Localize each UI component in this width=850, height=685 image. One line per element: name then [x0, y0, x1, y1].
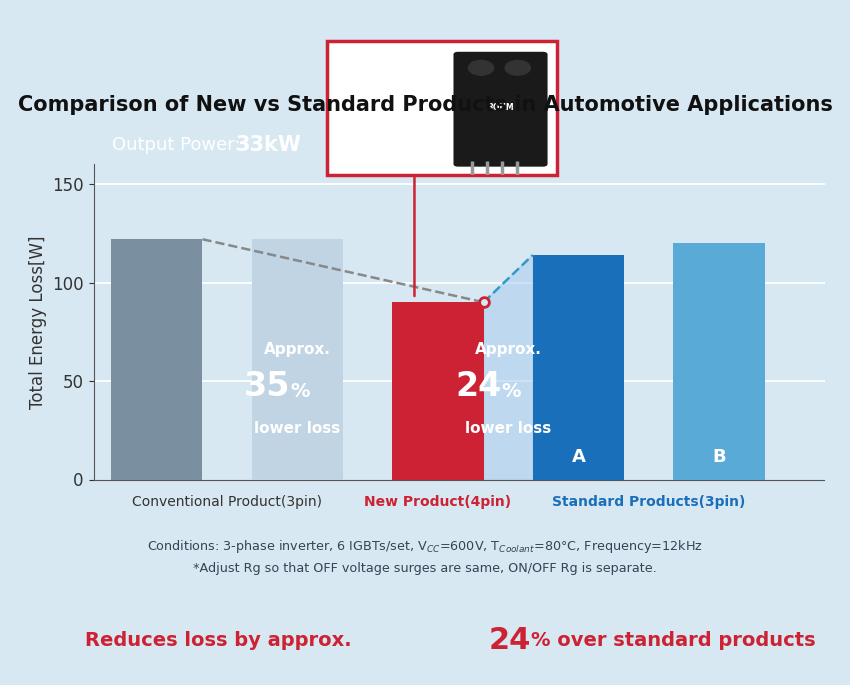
Text: Conditions: 3-phase inverter, 6 IGBTs/set, V$_{CC}$=600V, T$_{Coolant}$=80°C, Fr: Conditions: 3-phase inverter, 6 IGBTs/se…: [147, 538, 703, 555]
Text: lower loss: lower loss: [254, 421, 341, 436]
Text: TO-247-4L: TO-247-4L: [343, 101, 440, 119]
Text: New Product(4pin): New Product(4pin): [365, 495, 512, 508]
Circle shape: [468, 60, 494, 75]
Text: Output Power:: Output Power:: [112, 136, 246, 154]
Text: Approx.: Approx.: [475, 342, 541, 358]
Text: ROHM: ROHM: [487, 103, 514, 112]
Text: lower loss: lower loss: [465, 421, 552, 436]
Text: 24: 24: [455, 370, 501, 403]
Text: (4pin): (4pin): [343, 134, 400, 153]
Text: %: %: [291, 382, 309, 401]
Bar: [673, 243, 765, 480]
Bar: [111, 239, 202, 480]
Text: %: %: [502, 382, 521, 401]
Text: 24: 24: [489, 626, 531, 655]
Y-axis label: Total Energy Loss[W]: Total Energy Loss[W]: [29, 235, 47, 409]
Text: *Adjust Rg so that OFF voltage surges are same, ON/OFF Rg is separate.: *Adjust Rg so that OFF voltage surges ar…: [193, 562, 657, 575]
Text: Approx.: Approx.: [264, 342, 331, 358]
Text: Conventional Product(3pin): Conventional Product(3pin): [132, 495, 322, 508]
Bar: [392, 302, 484, 479]
Text: Standard Products(3pin): Standard Products(3pin): [552, 495, 745, 508]
Text: 35: 35: [244, 370, 291, 403]
Text: % over standard products: % over standard products: [531, 631, 816, 650]
Bar: [533, 255, 624, 480]
Polygon shape: [484, 255, 533, 480]
FancyBboxPatch shape: [327, 41, 557, 175]
Text: RGA80TRX2E: RGA80TRX2E: [343, 65, 476, 83]
Text: 33kW: 33kW: [236, 135, 302, 155]
Text: Comparison of New vs Standard Products in Automotive Applications: Comparison of New vs Standard Products i…: [18, 95, 832, 114]
Text: Reduces loss by approx.: Reduces loss by approx.: [85, 631, 359, 650]
Text: A: A: [571, 448, 586, 466]
FancyBboxPatch shape: [453, 52, 547, 166]
Circle shape: [505, 60, 530, 75]
Text: B: B: [712, 448, 726, 466]
Bar: [252, 239, 343, 480]
